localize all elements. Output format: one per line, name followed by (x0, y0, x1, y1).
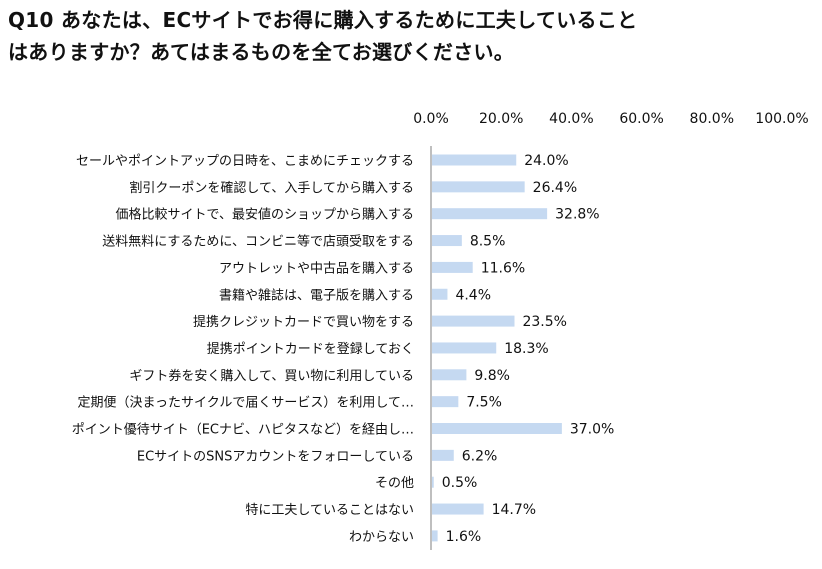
bar (432, 476, 434, 488)
value-label: 0.5% (442, 475, 478, 491)
value-label: 8.5% (470, 234, 506, 250)
value-label: 9.8% (474, 368, 510, 384)
category-label: 価格比較サイトで、最安値のショップから購入する (116, 207, 414, 223)
category-label: ギフト券を安く購入して、買い物に利用している (129, 368, 414, 384)
bar (432, 181, 525, 193)
value-labels: 24.0% 26.4% 32.8% 8.5% 11.6% 4.4% 23.5% 18.3% 9.… (442, 153, 615, 545)
chart-title: Q10 あなたは、ECサイトでお得に購入するために工夫していること はありますか… (8, 4, 814, 68)
bar (432, 369, 467, 381)
category-label: 送料無料にするために、コンビニ等で店頭受取をする (102, 234, 414, 250)
x-tick-label: 0.0% (413, 111, 449, 127)
x-tick-label: 60.0% (619, 111, 663, 127)
bar (432, 154, 517, 166)
category-label: 定期便（決まったサイクルで届くサービス）を利用して… (78, 396, 414, 411)
bar (432, 342, 497, 354)
chart-title-line-1: Q10 あなたは、ECサイトでお得に購入するために工夫していること (8, 8, 638, 32)
category-label: ポイント優待サイト（ECナビ、ハピタスなど）を経由し… (72, 423, 414, 438)
value-label: 23.5% (522, 314, 566, 330)
category-labels: セールやポイントアップの日時を、こまめにチェックする割引クーポンを確認して、入手… (72, 154, 414, 545)
category-label: ECサイトのSNSアカウントをフォローしている (137, 449, 414, 464)
value-label: 26.4% (533, 180, 577, 196)
x-tick-label: 40.0% (549, 111, 593, 127)
category-label: 割引クーポンを確認して、入手してから購入する (129, 180, 414, 196)
category-label: 提携ポイントカードを登録しておく (207, 341, 414, 357)
category-label: 書籍や雑誌は、電子版を購入する (219, 287, 414, 303)
x-tick-label: 100.0% (755, 111, 808, 127)
category-label: わからない (349, 530, 414, 545)
bar (432, 396, 459, 408)
bar (432, 449, 454, 461)
bars (432, 154, 562, 542)
value-label: 24.0% (524, 153, 568, 169)
value-label: 32.8% (555, 207, 599, 223)
bar (432, 423, 562, 434)
value-label: 14.7% (492, 502, 536, 518)
bar (432, 288, 448, 300)
value-label: 37.0% (570, 422, 614, 438)
value-label: 4.4% (455, 287, 491, 303)
x-tick-label: 80.0% (690, 111, 734, 127)
category-label: セールやポイントアップの日時を、こまめにチェックする (76, 154, 414, 169)
bar (432, 208, 548, 220)
value-label: 11.6% (481, 260, 525, 276)
category-label: アウトレットや中古品を購入する (219, 261, 414, 276)
bar (432, 261, 473, 273)
value-label: 1.6% (446, 529, 482, 545)
value-label: 6.2% (462, 448, 498, 464)
value-label: 7.5% (466, 395, 502, 411)
category-label: 提携クレジットカードで買い物をする (193, 314, 414, 330)
bar (432, 530, 438, 542)
chart-title-line-2: はありますか？あてはまるものを全てお選びください。 (8, 40, 515, 64)
bar (432, 235, 462, 247)
category-label: その他 (375, 476, 414, 491)
value-label: 18.3% (504, 341, 548, 357)
bar (432, 503, 484, 515)
x-tick-label: 20.0% (479, 111, 523, 127)
category-label: 特に工夫していることはない (245, 503, 414, 518)
x-axis: 0.0% 20.0% 40.0% 60.0% 80.0% 100.0% (413, 111, 808, 127)
bar (432, 315, 515, 327)
